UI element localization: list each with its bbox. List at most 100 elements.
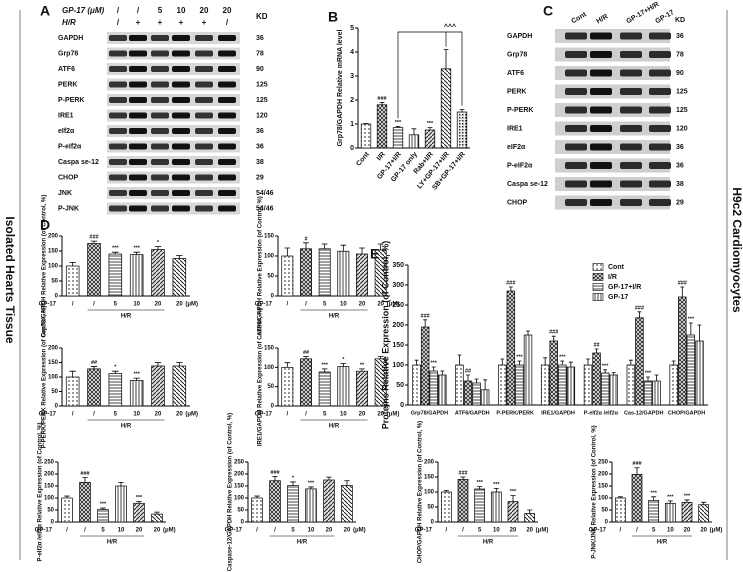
- y-tick-label: 100: [598, 496, 609, 502]
- band: [109, 112, 127, 119]
- row-label: eIF2α: [507, 144, 526, 151]
- error-bar: [118, 482, 124, 486]
- error-bar: [290, 481, 296, 486]
- bar: [129, 254, 144, 297]
- bar: [376, 104, 388, 149]
- x-tick-label: 20: [326, 528, 333, 534]
- band: [620, 199, 642, 206]
- bar: [61, 497, 73, 523]
- bar: [318, 371, 331, 407]
- band: [195, 50, 213, 57]
- bar: [678, 296, 687, 406]
- band: [195, 35, 213, 41]
- error-bar: [379, 102, 385, 105]
- y-tick-label: 0: [271, 294, 275, 300]
- x-tick-label: 5: [114, 302, 118, 308]
- x-tick-label: 20: [359, 412, 366, 418]
- bar: [281, 255, 294, 297]
- bar: [558, 364, 567, 406]
- group-label: H/R: [483, 540, 494, 546]
- bar: [337, 366, 350, 407]
- y-tick-label: 150: [44, 484, 55, 490]
- error-bar: [136, 500, 142, 504]
- x-tick-label: CHOP/GAPDH: [668, 410, 705, 416]
- band: [590, 143, 612, 151]
- significance-label: ##: [91, 360, 97, 366]
- error-bar: [680, 286, 685, 297]
- bar: [681, 501, 693, 523]
- bar: [341, 485, 353, 523]
- error-bar: [551, 335, 556, 341]
- error-bar: [359, 368, 365, 372]
- group-label: H/R: [329, 424, 340, 430]
- bar: [643, 380, 653, 406]
- significance-label: *: [342, 357, 345, 363]
- bar: [507, 501, 519, 523]
- band: [151, 81, 169, 88]
- y-tick-label: 250: [598, 460, 609, 466]
- x-tick-label: /: [305, 302, 307, 308]
- band: [649, 180, 671, 188]
- error-bar: [611, 372, 616, 375]
- y-tick-label: 250: [44, 460, 55, 466]
- y-tick-label: 100: [234, 496, 245, 502]
- bar: [498, 364, 507, 406]
- x-tick-label: 10: [340, 412, 347, 418]
- band: [565, 106, 587, 114]
- error-bar: [303, 242, 309, 249]
- y-tick-label: 0: [400, 402, 404, 409]
- band: [195, 128, 213, 134]
- error-bar: [112, 251, 119, 254]
- y-tick-label: 100: [48, 264, 59, 270]
- bar: [287, 485, 299, 523]
- axis: [611, 462, 712, 523]
- band: [218, 35, 236, 41]
- kd-label: 36: [256, 143, 264, 150]
- header-cell: +: [202, 18, 207, 27]
- error-bar: [568, 361, 573, 367]
- significance-label: ***: [559, 354, 566, 360]
- error-bar: [500, 358, 505, 365]
- error-bar: [377, 243, 384, 250]
- y-tick-label: 150: [392, 342, 404, 349]
- x-tick-label: Cas-12/GAPDH: [624, 410, 663, 416]
- group-label: H/R: [121, 314, 132, 320]
- row-label: CHOP: [507, 199, 528, 206]
- kd-label: 78: [256, 50, 264, 57]
- y-tick-label: 150: [48, 249, 59, 255]
- band: [649, 125, 671, 132]
- band: [129, 128, 147, 134]
- error-bar: [443, 490, 449, 492]
- band: [151, 143, 169, 150]
- error-bar: [272, 476, 278, 481]
- x-tick-label: ATF6/GAPDH: [455, 410, 490, 416]
- kd-label: 125: [256, 97, 268, 104]
- error-bar: [457, 354, 462, 365]
- header-cell: +: [179, 18, 184, 27]
- band: [172, 50, 190, 57]
- error-bar: [508, 286, 513, 291]
- y-axis-label: P-eIf2α /eIf2α Relative Expression (of C…: [38, 422, 44, 561]
- error-bar: [603, 369, 608, 373]
- band: [195, 112, 213, 119]
- error-bar: [82, 477, 88, 483]
- x-tick-label: IRE1/GAPDH: [541, 410, 575, 416]
- error-bar: [69, 262, 76, 266]
- y-tick-label: 350: [392, 262, 404, 269]
- bar: [506, 290, 516, 406]
- error-bar: [90, 366, 98, 369]
- band: [649, 143, 671, 151]
- bar: [549, 340, 558, 406]
- band: [649, 51, 671, 58]
- y-axis-label: CHOP/GAPDH Relative Expression (of Contr…: [418, 421, 424, 563]
- error-bar: [460, 476, 466, 480]
- y-axis-label: ATF6/GAPDH Relative Expression (of Contr…: [258, 196, 264, 336]
- significance-label: ***: [476, 480, 483, 486]
- y-tick-label: 0: [51, 520, 55, 526]
- x-tick-label: 10: [308, 528, 315, 534]
- group-label: H/R: [297, 540, 308, 546]
- kd-label: 78: [676, 51, 684, 58]
- significance-label: ###: [632, 461, 641, 467]
- band: [195, 66, 213, 72]
- band: [151, 50, 169, 57]
